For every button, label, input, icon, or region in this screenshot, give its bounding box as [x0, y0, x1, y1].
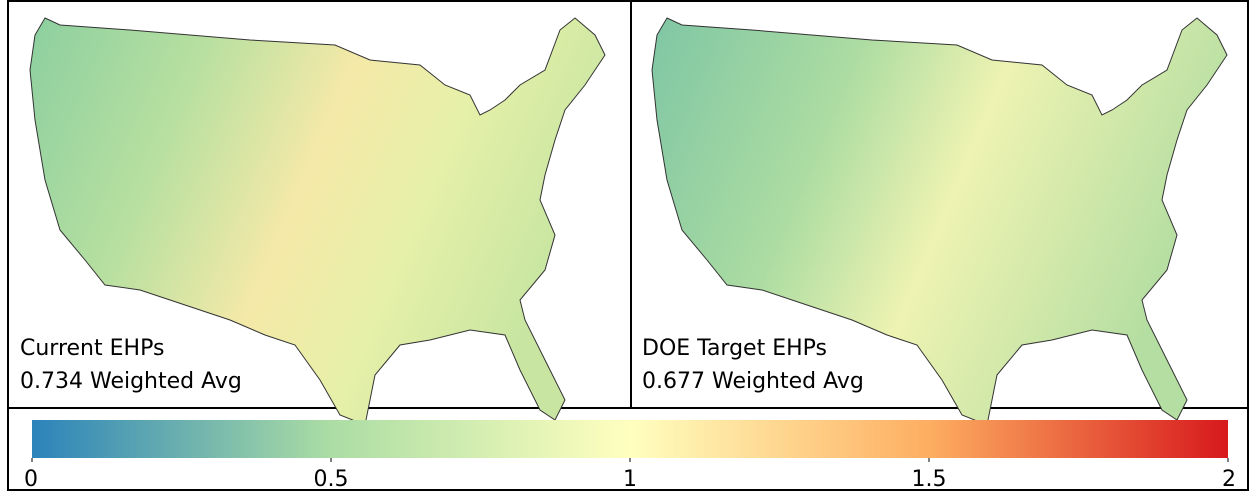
map-current: Current EHPs 0.734 Weighted Avg [20, 17, 606, 426]
tick-label: 2 [1222, 467, 1236, 491]
tick-label: 1.5 [912, 467, 947, 491]
panel-title: DOE Target EHPs [642, 336, 827, 361]
colorbar [32, 420, 1228, 458]
panel-title: Current EHPs [20, 336, 164, 361]
frame [7, 0, 1249, 491]
tick-label: 0.5 [314, 467, 349, 491]
tick-label: 0 [24, 467, 38, 491]
tick-label: 1 [623, 467, 637, 491]
map-doe: DOE Target EHPs 0.677 Weighted Avg [642, 17, 1228, 426]
panel-caption: 0.677 Weighted Avg [642, 369, 864, 394]
panel-caption: 0.734 Weighted Avg [20, 369, 242, 394]
